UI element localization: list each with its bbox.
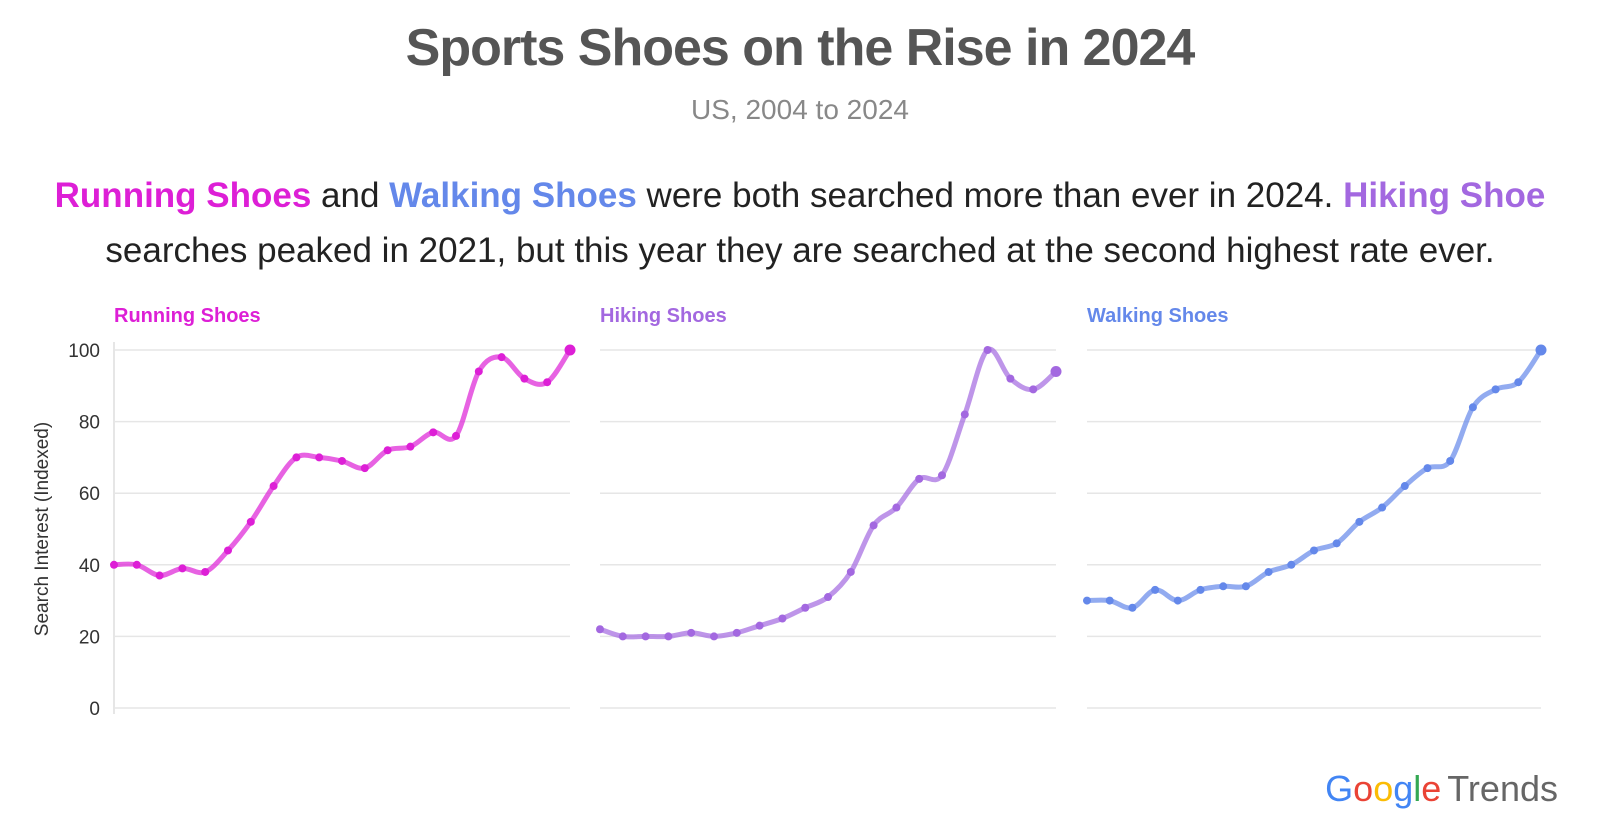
data-point-walking	[1241, 582, 1250, 591]
data-point-running	[429, 428, 438, 437]
y-tick-label: 60	[79, 484, 100, 505]
data-point-walking	[1264, 567, 1273, 576]
google-letter: g	[1393, 768, 1414, 809]
data-point-running	[564, 344, 576, 356]
data-point-walking	[1491, 385, 1500, 394]
data-point-running	[474, 367, 483, 376]
data-point-hiking	[1050, 365, 1062, 377]
data-point-hiking	[801, 603, 810, 612]
google-letter: e	[1421, 768, 1442, 809]
data-point-running	[315, 453, 324, 462]
data-point-hiking	[664, 632, 673, 641]
description-text-mid: were both searched more than ever in 202…	[636, 176, 1344, 215]
data-point-walking	[1287, 560, 1296, 569]
y-tick-label: 100	[68, 341, 100, 362]
highlight-walking-shoes: Walking Shoes	[389, 176, 637, 215]
data-point-hiking	[938, 471, 946, 480]
highlight-running-shoes: Running Shoes	[54, 176, 312, 215]
data-point-walking	[1151, 585, 1160, 594]
google-letter: l	[1413, 768, 1422, 809]
data-point-walking	[1128, 603, 1137, 612]
data-point-running	[110, 560, 118, 569]
chart-title: Sports Shoes on the Rise in 2024	[405, 19, 1196, 77]
data-point-walking	[1083, 596, 1091, 605]
data-point-running	[178, 564, 187, 573]
panel-hiking: Hiking Shoes	[596, 305, 1062, 709]
google-trends-logo: Google Trends	[1325, 768, 1558, 810]
data-point-running	[224, 546, 232, 555]
data-point-walking	[1355, 517, 1364, 526]
data-point-hiking	[778, 614, 787, 623]
data-point-walking	[1423, 464, 1432, 473]
data-point-walking	[1446, 456, 1455, 465]
google-wordmark: Google	[1325, 768, 1441, 809]
series-title-walking: Walking Shoes	[1087, 305, 1229, 327]
panel-running: Running Shoes	[110, 305, 576, 709]
y-tick-label: 0	[89, 699, 100, 720]
data-point-running	[360, 464, 369, 473]
y-tick-label: 80	[79, 413, 100, 434]
data-point-hiking	[641, 632, 650, 641]
series-title-hiking: Hiking Shoes	[600, 305, 727, 327]
data-point-hiking	[869, 521, 878, 530]
y-axis-label: Search Interest (Indexed)	[32, 422, 53, 636]
description-text-end: searches peaked in 2021, but this year t…	[105, 231, 1495, 270]
chart-description: Running Shoes and Walking Shoes were bot…	[20, 168, 1580, 278]
data-point-walking	[1400, 482, 1409, 491]
data-point-running	[132, 560, 141, 569]
data-point-hiking	[596, 625, 604, 634]
data-point-hiking	[1006, 374, 1015, 383]
data-point-walking	[1310, 546, 1318, 555]
data-point-running	[269, 482, 278, 491]
data-point-hiking	[824, 593, 832, 602]
data-point-running	[201, 567, 210, 576]
series-line-walking	[1084, 347, 1544, 611]
data-point-running	[497, 353, 506, 362]
data-point-walking	[1514, 378, 1523, 387]
google-letter: o	[1353, 768, 1374, 809]
panel-walking: Walking Shoes	[1083, 305, 1547, 709]
data-point-walking	[1196, 585, 1205, 594]
data-point-running	[292, 453, 301, 462]
data-point-walking	[1535, 344, 1547, 356]
data-point-hiking	[618, 632, 627, 641]
data-point-hiking	[846, 567, 855, 576]
data-point-walking	[1378, 503, 1387, 512]
data-point-hiking	[755, 621, 764, 630]
google-letter: G	[1325, 768, 1354, 809]
data-point-hiking	[710, 632, 718, 641]
data-point-walking	[1332, 539, 1341, 548]
data-point-hiking	[983, 346, 992, 354]
data-point-walking	[1468, 403, 1477, 412]
chart-subtitle: US, 2004 to 2024	[691, 94, 909, 125]
series-title-running: Running Shoes	[114, 305, 261, 327]
small-multiples-chart: Search Interest (Indexed) 0 20 40 60 80 100 Run…	[32, 305, 1547, 720]
data-point-running	[338, 456, 346, 465]
data-point-running	[452, 431, 460, 440]
google-letter: o	[1373, 768, 1394, 809]
data-point-running	[520, 374, 529, 383]
data-point-hiking	[892, 503, 901, 512]
data-point-running	[383, 446, 392, 455]
description-text-and: and	[311, 176, 390, 215]
highlight-hiking-shoe: Hiking Shoe	[1343, 176, 1546, 215]
data-point-running	[246, 517, 255, 526]
data-point-hiking	[915, 474, 924, 483]
y-tick-label: 20	[79, 627, 100, 648]
data-point-hiking	[960, 410, 969, 419]
data-point-running	[155, 571, 164, 580]
data-point-walking	[1173, 596, 1182, 605]
trends-wordmark: Trends	[1447, 768, 1558, 809]
data-point-walking	[1219, 582, 1228, 591]
data-point-hiking	[732, 628, 741, 637]
data-point-running	[406, 442, 415, 451]
data-point-walking	[1105, 596, 1114, 605]
data-point-hiking	[687, 628, 696, 637]
data-point-hiking	[1029, 385, 1038, 394]
data-point-running	[543, 378, 552, 387]
y-tick-label: 40	[79, 556, 100, 577]
